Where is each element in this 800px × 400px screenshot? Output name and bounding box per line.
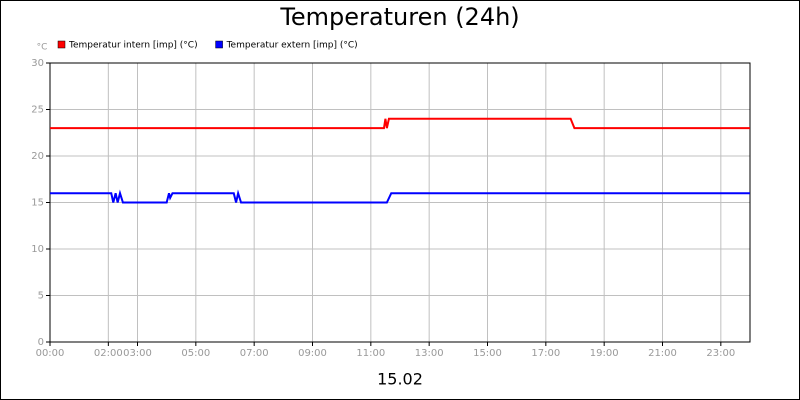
x-tick-label: 23:00: [706, 348, 735, 359]
y-tick-label: 0: [38, 337, 44, 348]
x-tick-label: 21:00: [648, 348, 677, 359]
x-tick-label: 05:00: [181, 348, 210, 359]
y-tick-label: 30: [31, 58, 44, 69]
x-axis-label: 15.02: [377, 370, 423, 389]
x-tick-label: 02:00: [94, 348, 123, 359]
y-tick-label: 25: [31, 105, 44, 116]
legend-label: Temperatur extern [imp] (°C): [226, 41, 358, 51]
series-line: [50, 189, 750, 204]
legend-swatch: [57, 40, 66, 49]
y-tick-label: 20: [31, 151, 44, 162]
legend: Temperatur intern [imp] (°C) Temperatur e…: [57, 40, 358, 51]
y-tick-label: 5: [38, 291, 44, 302]
plot-frame: [49, 62, 751, 343]
y-axis-unit: °C: [37, 43, 48, 53]
x-tick-label: 17:00: [531, 348, 560, 359]
x-tick-label: 11:00: [356, 348, 385, 359]
x-tick-label: 00:00: [36, 348, 65, 359]
y-tick-label: 15: [31, 198, 44, 209]
x-tick-label: 07:00: [240, 348, 269, 359]
x-tick-label: 03:00: [123, 348, 152, 359]
series-line: [50, 117, 750, 130]
x-tick-label: 13:00: [415, 348, 444, 359]
x-tick-label: 09:00: [298, 348, 327, 359]
y-tick-label: 10: [31, 244, 44, 255]
chart-title: Temperaturen (24h): [279, 3, 519, 31]
legend-label: Temperatur intern [imp] (°C): [68, 41, 198, 51]
legend-swatch: [215, 40, 223, 49]
x-tick-label: 19:00: [590, 348, 619, 359]
x-tick-label: 15:00: [473, 348, 502, 359]
